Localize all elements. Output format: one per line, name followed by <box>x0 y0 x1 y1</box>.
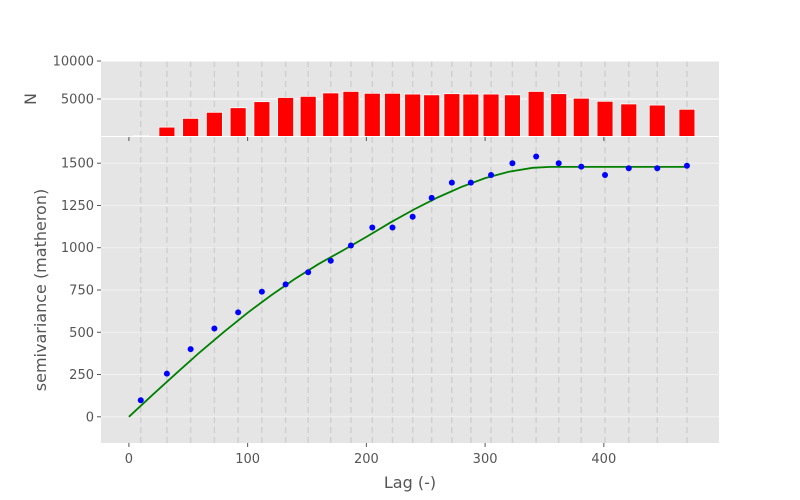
histogram-panel: 10000 5000 N <box>21 55 719 138</box>
variogram-y-tick-label-0: 0 <box>86 410 94 425</box>
model-curve <box>128 166 687 418</box>
data-point-24 <box>683 162 690 169</box>
histogram-bar-15 <box>462 93 480 138</box>
histogram-bar-7 <box>299 95 317 138</box>
variogram-y-ticks: 0 250 500 750 1000 1250 1500 <box>61 157 101 425</box>
histogram-bar-13 <box>423 94 441 138</box>
data-point-20 <box>578 163 585 170</box>
histogram-bar-17 <box>504 94 521 138</box>
variogram-grid <box>101 137 719 443</box>
histogram-bar-6 <box>277 97 295 138</box>
data-point-15 <box>467 179 474 186</box>
variogram-panel: 0 250 500 750 1000 1250 1500 0 100 200 300 400 sem… <box>31 137 719 492</box>
data-point-3 <box>211 325 218 332</box>
histogram-bar-11 <box>384 92 401 138</box>
data-point-6 <box>282 281 289 288</box>
variogram-y-tick-label-6: 1500 <box>61 157 94 172</box>
data-point-11 <box>389 224 396 231</box>
histogram-bar-16 <box>482 93 500 138</box>
variogram-x-ticks: 0 100 200 300 400 <box>125 137 616 467</box>
data-point-21 <box>602 172 609 179</box>
histogram-y-tick-label-0: 10000 <box>53 55 94 70</box>
histogram-bar-21 <box>596 100 614 138</box>
data-point-5 <box>258 288 265 295</box>
histogram-bar-10 <box>363 92 381 138</box>
variogram-y-tick-label-3: 750 <box>69 284 94 299</box>
histogram-bar-8 <box>322 92 340 138</box>
data-point-0 <box>137 397 144 404</box>
histogram-y-tick-label-1: 5000 <box>61 93 94 108</box>
data-point-7 <box>305 269 312 276</box>
histogram-bars <box>132 91 696 138</box>
experimental-points <box>137 153 690 404</box>
x-tick-label-0: 0 <box>125 452 133 467</box>
x-tick-label-3: 300 <box>473 452 498 467</box>
data-point-17 <box>509 160 516 167</box>
data-point-9 <box>347 242 354 249</box>
variogram-y-tick-label-5: 1250 <box>61 199 94 214</box>
histogram-y-ticks: 10000 5000 <box>53 55 101 108</box>
data-point-16 <box>488 172 495 179</box>
data-point-13 <box>428 194 435 201</box>
histogram-bar-14 <box>443 93 461 138</box>
data-point-22 <box>625 165 632 172</box>
x-tick-label-4: 400 <box>591 452 616 467</box>
histogram-bar-19 <box>550 93 568 138</box>
histogram-bar-1 <box>158 126 176 138</box>
histogram-bar-4 <box>229 107 247 138</box>
variogram-y-tick-label-4: 1000 <box>61 241 94 256</box>
variogram-y-axis-label: semivariance (matheron) <box>31 189 50 391</box>
x-tick-label-1: 100 <box>235 452 260 467</box>
data-point-19 <box>555 160 562 167</box>
histogram-bar-12 <box>404 93 422 138</box>
histogram-bar-18 <box>527 91 545 138</box>
histogram-bar-22 <box>620 103 638 138</box>
data-point-12 <box>409 213 416 220</box>
histogram-bar-23 <box>648 104 666 138</box>
variogram-y-tick-label-1: 250 <box>69 368 94 383</box>
data-point-4 <box>235 309 242 316</box>
histogram-bar-3 <box>205 111 223 138</box>
model-curve-line <box>128 166 687 418</box>
x-axis-label: Lag (-) <box>384 473 436 492</box>
histogram-bar-2 <box>182 117 200 138</box>
data-point-10 <box>369 224 376 231</box>
data-point-14 <box>448 179 455 186</box>
data-point-1 <box>163 370 170 377</box>
histogram-bar-24 <box>678 108 696 138</box>
histogram-bar-5 <box>253 101 271 138</box>
data-point-18 <box>533 153 540 160</box>
data-point-23 <box>654 165 661 172</box>
x-tick-label-2: 200 <box>354 452 379 467</box>
variogram-y-tick-label-2: 500 <box>69 326 94 341</box>
data-point-2 <box>187 346 194 353</box>
histogram-y-axis-label: N <box>21 93 40 105</box>
histogram-bar-20 <box>572 97 590 138</box>
data-point-8 <box>327 257 334 264</box>
histogram-bar-9 <box>342 91 360 138</box>
